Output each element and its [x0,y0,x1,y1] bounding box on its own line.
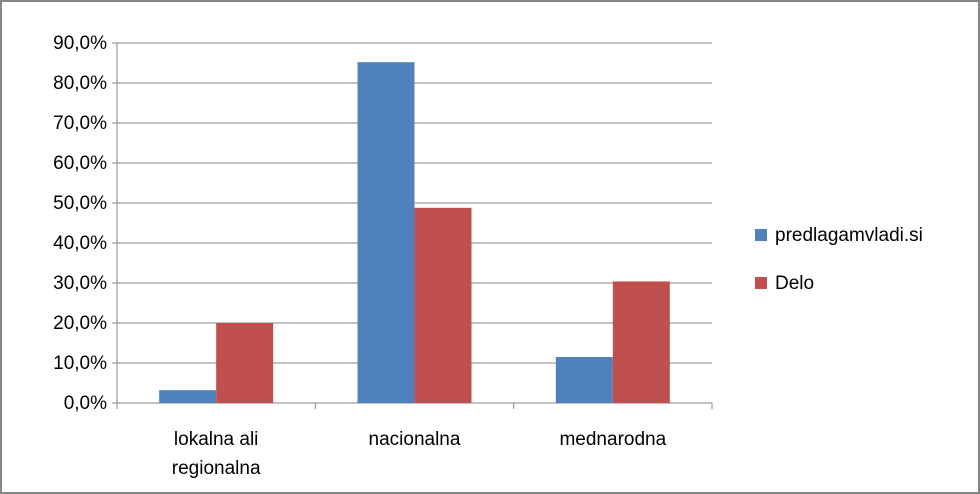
y-tick-label: 80,0% [53,73,107,94]
bars [159,62,670,403]
x-axis-category-labels: lokalna ali regionalna nacionalna mednarodn… [172,429,667,479]
y-tick-label: 20,0% [53,313,107,334]
y-tick-label: 40,0% [53,233,107,254]
legend-swatch [755,277,767,289]
bar-delo [414,207,472,403]
x-category-label: nacionalna [369,429,461,450]
bar-delo [216,323,274,403]
y-tick-label: 50,0% [53,193,107,214]
y-tick-label: 10,0% [53,353,107,374]
y-tick-label: 70,0% [53,113,107,134]
y-tick-label: 0,0% [64,393,107,414]
bar-predlagamvladi [159,390,217,403]
y-axis-tick-labels: 0,0% 10,0% 20,0% 30,0% 40,0% 50,0% 60,0% 70,0% 8… [53,33,107,414]
legend: predlagamvladi.si Delo [755,225,923,294]
bar-delo [612,281,670,403]
legend-label: Delo [775,273,814,294]
bar-predlagamvladi [555,357,613,403]
bar-predlagamvladi [357,62,415,403]
x-category-label: regionalna [172,458,261,479]
y-tick-label: 60,0% [53,153,107,174]
y-tick-label: 90,0% [53,33,107,54]
y-tick-label: 30,0% [53,273,107,294]
legend-swatch [755,229,767,241]
x-category-label: lokalna ali [174,429,259,450]
legend-label: predlagamvladi.si [775,225,923,246]
x-category-label: mednarodna [559,429,666,450]
